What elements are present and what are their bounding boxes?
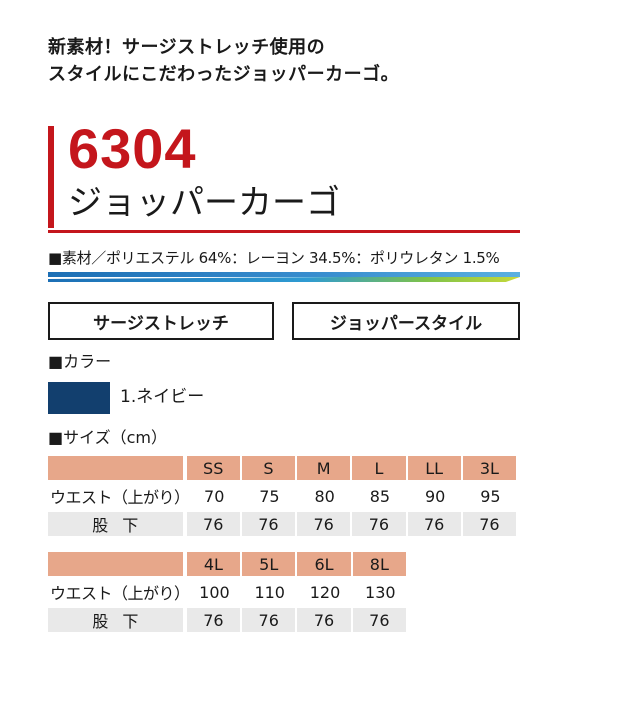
color-name-navy: 1.ネイビー xyxy=(120,387,205,407)
color-section-label: ■カラー xyxy=(48,352,112,371)
waist-cell: 90 xyxy=(407,484,463,508)
gradient-divider-blue xyxy=(48,272,520,277)
feature-badge-stretch: サージストレッチ xyxy=(48,302,274,340)
inseam-cell: 76 xyxy=(297,512,353,536)
size-table-2: 4L 5L 6L 8L ウエスト（上がり） 100 110 120 130 股下… xyxy=(48,552,408,632)
size-header-blank xyxy=(48,552,187,576)
waist-cell: 80 xyxy=(297,484,353,508)
waist-cell: 120 xyxy=(297,580,353,604)
inseam-cell: 76 xyxy=(352,512,408,536)
tagline-line-2: スタイルにこだわったジョッパーカーゴ。 xyxy=(48,64,400,85)
size-header-cell: L xyxy=(352,456,408,480)
size-header-row: 4L 5L 6L 8L xyxy=(48,552,408,576)
waist-cell: 70 xyxy=(186,484,242,508)
size-header-cell: 5L xyxy=(242,552,298,576)
size-header-cell: 4L xyxy=(186,552,243,576)
gradient-divider xyxy=(48,272,520,282)
size-header-cell: LL xyxy=(407,456,463,480)
waist-cell: 85 xyxy=(352,484,408,508)
size-header-cell: 6L xyxy=(297,552,353,576)
material-spec: ■素材／ポリエステル 64%：レーヨン 34.5%：ポリウレタン 1.5% xyxy=(48,249,500,267)
inseam-cell: 76 xyxy=(352,608,408,632)
size-header-cell: 3L xyxy=(462,456,518,480)
size-header-cell: M xyxy=(297,456,353,480)
inseam-cell: 76 xyxy=(242,608,298,632)
product-number: 6304 xyxy=(68,117,197,180)
inseam-cell: 76 xyxy=(297,608,353,632)
size-header-blank xyxy=(48,456,187,480)
size-header-cell: 8L xyxy=(352,552,408,576)
gradient-divider-green xyxy=(48,277,520,282)
inseam-cell: 76 xyxy=(241,512,298,536)
waist-row: ウエスト（上がり） 100 110 120 130 xyxy=(48,580,408,604)
waist-cell: 75 xyxy=(241,484,298,508)
title-rule xyxy=(48,230,520,233)
tagline-line-1: 新素材！サージストレッチ使用の xyxy=(48,37,326,58)
title-accent-bar xyxy=(48,126,54,228)
inseam-row: 股下 76 76 76 76 76 76 xyxy=(48,512,518,536)
tagline: 新素材！サージストレッチ使用の スタイルにこだわったジョッパーカーゴ。 xyxy=(48,34,399,88)
waist-row-label: ウエスト（上がり） xyxy=(48,580,190,604)
waist-cell: 110 xyxy=(242,580,298,604)
inseam-row-label: 股下 xyxy=(48,608,187,632)
inseam-row-label: 股下 xyxy=(48,512,187,536)
size-table-1: SS S M L LL 3L ウエスト（上がり） 70 75 80 85 90 … xyxy=(48,456,518,536)
inseam-cell: 76 xyxy=(462,512,518,536)
product-name: ジョッパーカーゴ xyxy=(68,183,340,223)
inseam-cell: 76 xyxy=(186,512,242,536)
size-header-cell: SS xyxy=(186,456,242,480)
inseam-cell: 76 xyxy=(186,608,243,632)
inseam-cell: 76 xyxy=(407,512,463,536)
waist-row-label: ウエスト（上がり） xyxy=(48,484,190,508)
feature-badge-jodhpur: ジョッパースタイル xyxy=(292,302,520,340)
waist-cell: 130 xyxy=(352,580,408,604)
inseam-row: 股下 76 76 76 76 xyxy=(48,608,408,632)
size-header-row: SS S M L LL 3L xyxy=(48,456,518,480)
waist-row: ウエスト（上がり） 70 75 80 85 90 95 xyxy=(48,484,518,508)
waist-cell: 100 xyxy=(186,580,243,604)
size-header-cell: S xyxy=(241,456,298,480)
waist-cell: 95 xyxy=(462,484,518,508)
color-swatch-navy xyxy=(48,382,110,414)
size-section-label: ■サイズ（cm） xyxy=(48,428,168,447)
